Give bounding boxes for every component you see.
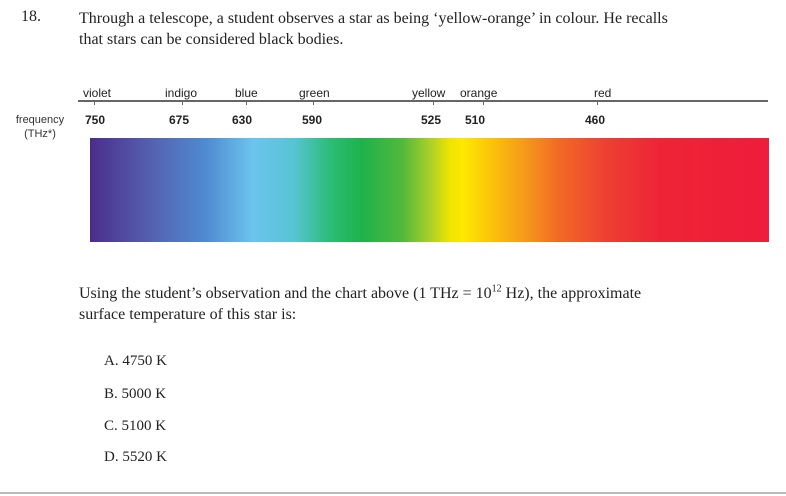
stem-text-b: Hz), the approximate [501,285,642,302]
question-text-line1: Through a telescope, a student observes … [79,10,668,27]
axis-rule [78,100,768,102]
question-text-line2: that stars can be considered black bodie… [79,31,344,48]
answer-option-c[interactable]: C. 5100 K [104,418,167,434]
frequency-label-750: 750 [85,113,106,127]
colour-label-violet: violet [83,86,112,100]
answer-option-a[interactable]: A. 4750 K [104,353,167,369]
frequency-label-590: 590 [302,113,323,127]
colour-label-yellow: yellow [412,86,446,100]
answer-option-b[interactable]: B. 5000 K [104,386,167,402]
frequency-label-510: 510 [465,113,486,127]
colour-spectrum-band [90,138,769,242]
colour-label-green: green [299,86,330,100]
axis-tick [313,100,314,105]
answer-option-d[interactable]: D. 5520 K [104,449,167,465]
question-text: Through a telescope, a student observes … [79,8,769,50]
bottom-divider [0,492,786,494]
colour-label-red: red [594,86,612,100]
axis-title: frequency (THz*) [5,113,75,141]
axis-tick [94,100,95,105]
question-number: 18. [21,8,41,25]
frequency-label-630: 630 [232,113,253,127]
colour-label-indigo: indigo [165,86,198,100]
colour-label-blue: blue [235,86,258,100]
frequency-label-525: 525 [421,113,442,127]
axis-tick [433,100,434,105]
axis-title-line1: frequency [15,114,65,126]
stem-text-a: Using the student’s observation and the … [79,285,492,302]
axis-tick [483,100,484,105]
colour-label-orange: orange [460,86,498,100]
frequency-label-675: 675 [169,113,190,127]
frequency-label-460: 460 [585,113,606,127]
axis-title-line2: (THz*) [24,128,56,140]
question-stem-line2: surface temperature of this star is: [79,306,297,323]
axis-tick [246,100,247,105]
axis-tick [597,100,598,105]
stem-exponent: 12 [491,283,502,295]
question-stem-line1: Using the student’s observation and the … [79,283,769,304]
axis-tick [182,100,183,105]
question-stem: Using the student’s observation and the … [79,283,769,325]
